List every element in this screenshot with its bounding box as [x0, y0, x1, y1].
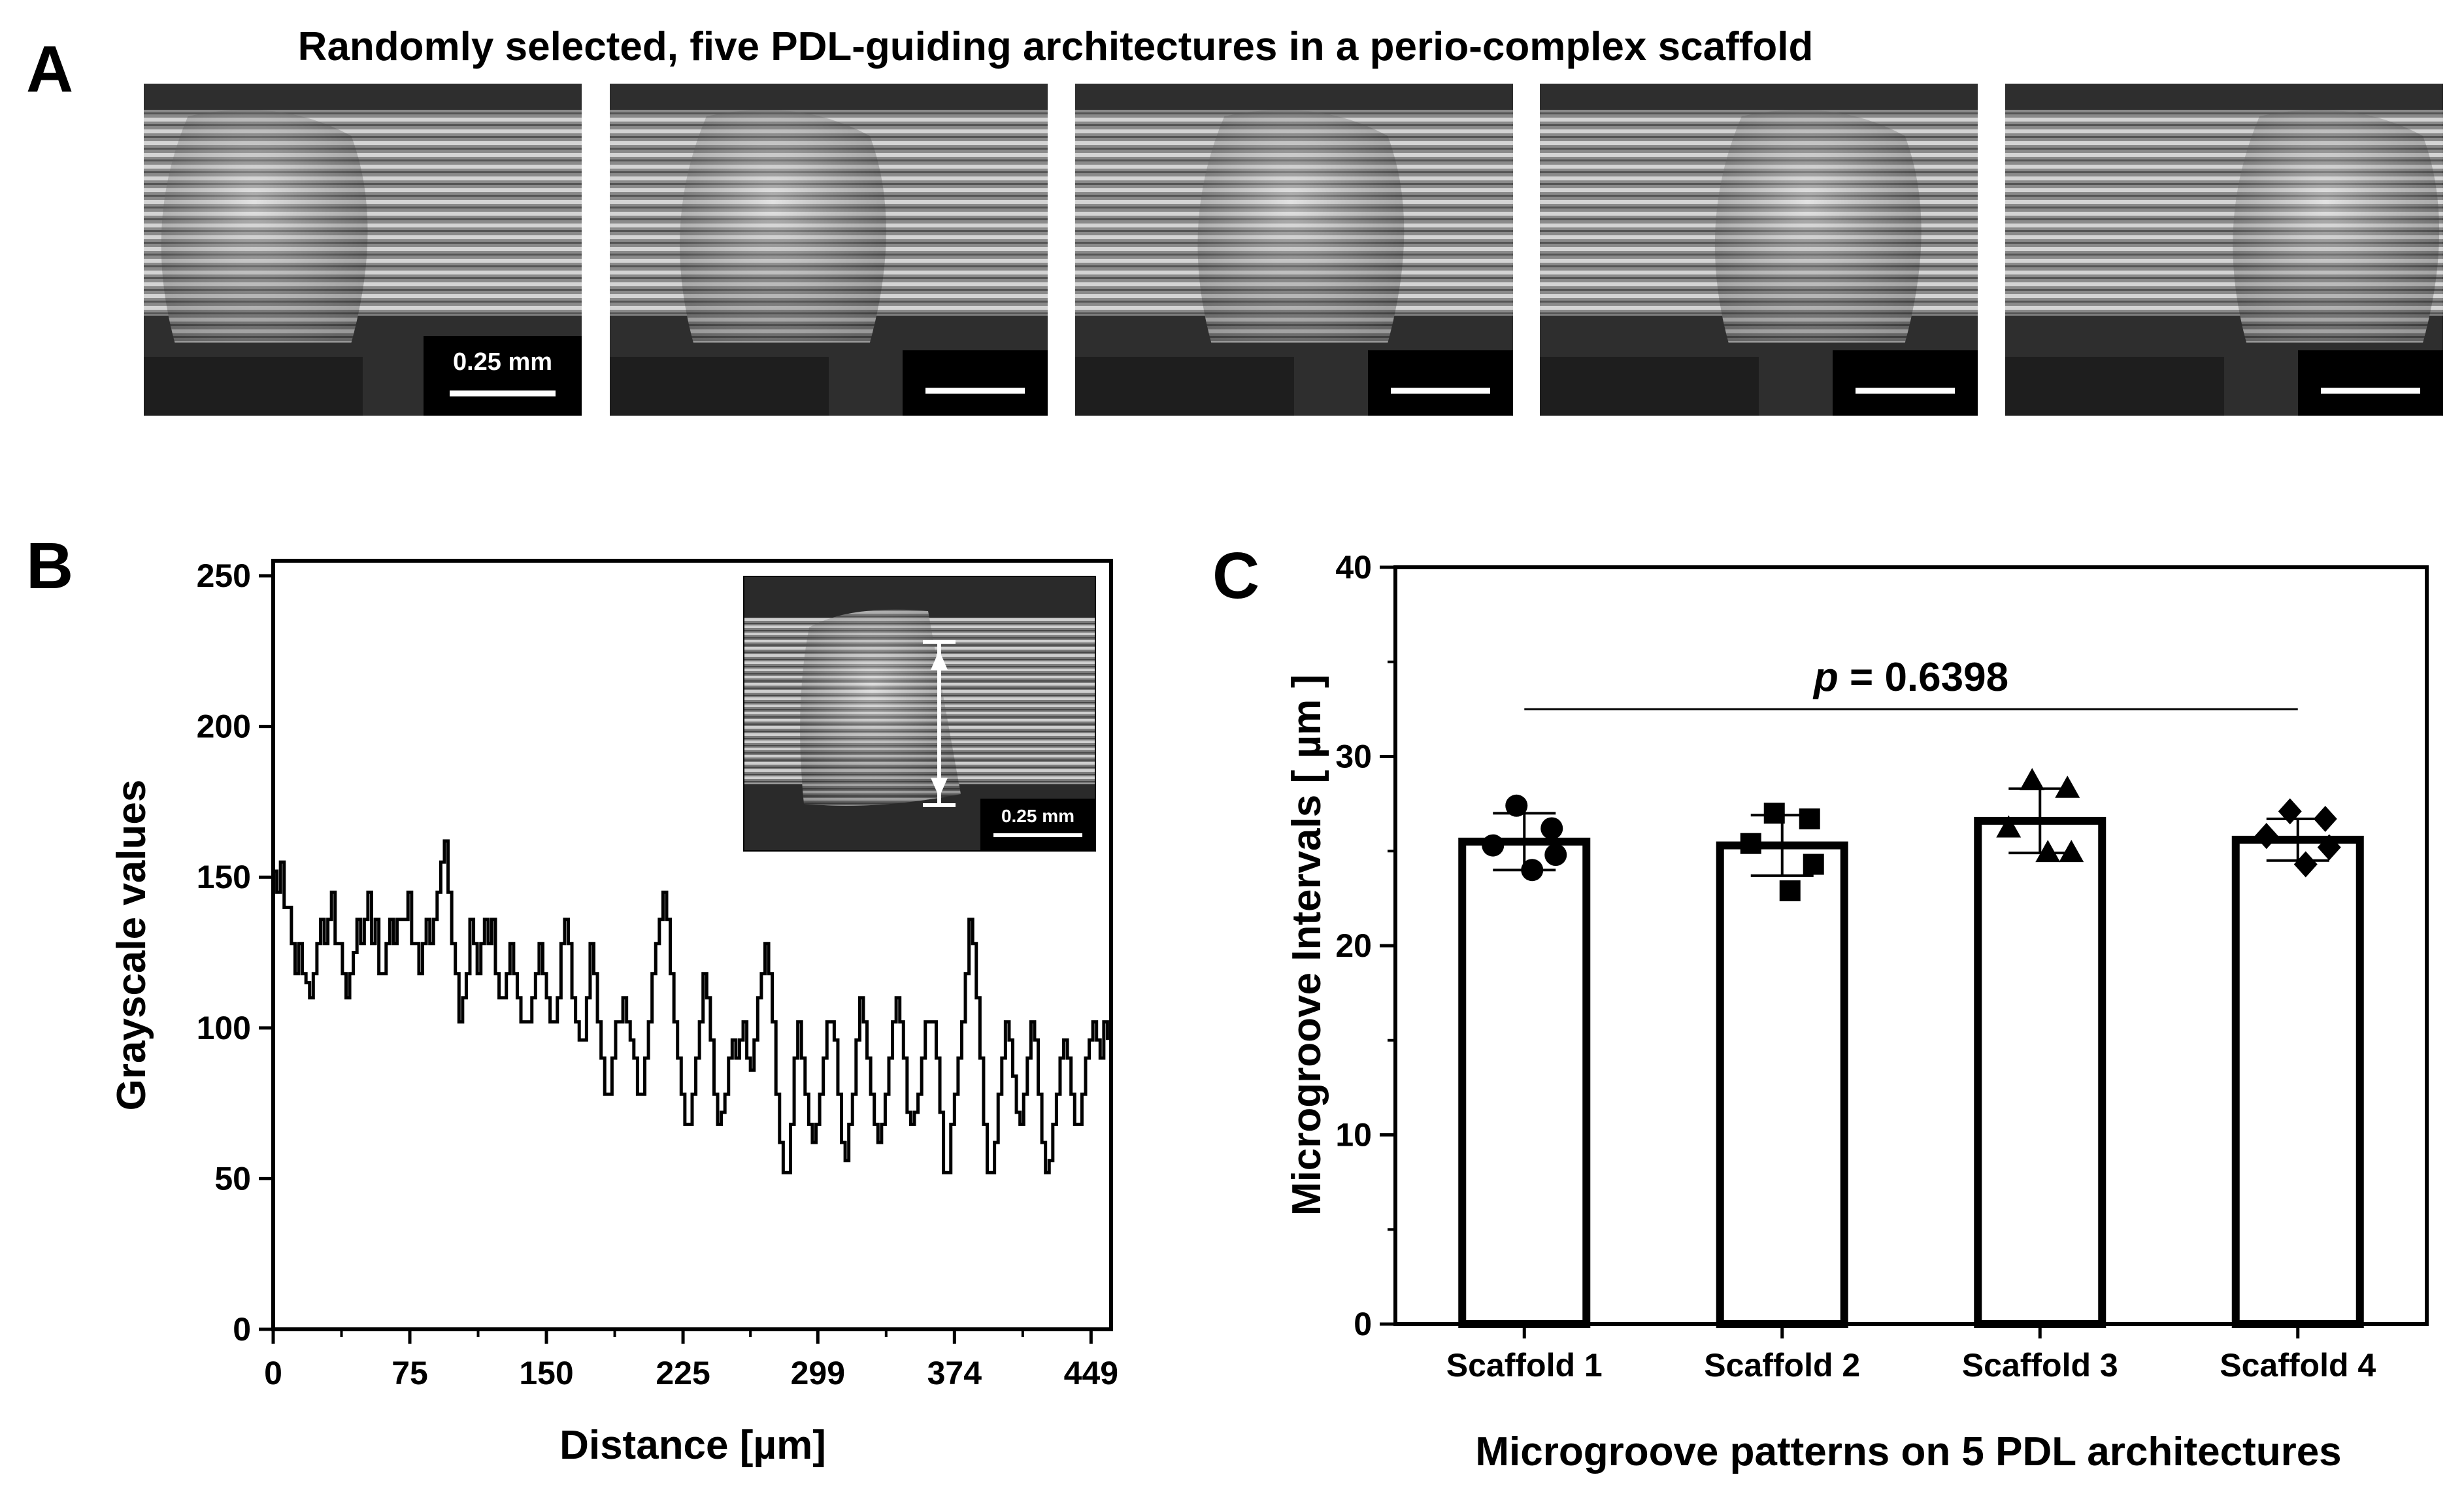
chart-c-p-value: p = 0.6398 [1812, 655, 2008, 700]
x-tick-label: 449 [1064, 1355, 1118, 1391]
inset-scale-label: 0.25 mm [1001, 806, 1074, 826]
y-tick-label: 40 [1335, 549, 1372, 586]
data-point [2035, 840, 2061, 863]
data-point [2059, 840, 2084, 863]
data-point [2317, 834, 2341, 861]
data-point [1996, 815, 2022, 838]
y-tick-label: 0 [233, 1311, 251, 1348]
data-point [1521, 859, 1544, 882]
data-point [2293, 851, 2318, 878]
data-point [2313, 806, 2337, 833]
x-tick-label: 374 [927, 1355, 982, 1391]
panel-label-a: A [26, 33, 73, 106]
y-tick-label: 30 [1335, 739, 1372, 775]
scale-bar-box [424, 336, 582, 416]
chart-b-y-label: Grayscale values [109, 780, 154, 1111]
chart-c-bars [1458, 787, 2364, 1329]
chart-b-inset-image: 0.25 mm [743, 576, 1096, 852]
p-symbol: p [1812, 655, 1839, 700]
data-point [1779, 880, 1801, 902]
data-point [1803, 854, 1824, 875]
y-tick-label: 50 [214, 1160, 251, 1197]
chart-b-x-axis: 0 75 150 225 299 374 449 [264, 1329, 1118, 1391]
data-point [2055, 775, 2080, 798]
panel-b-line-chart: 0 50 100 150 200 250 0 75 150 225 299 374 449 Grays… [109, 557, 1118, 1468]
panel-label-c: C [1212, 539, 1259, 612]
chart-c-points [1482, 768, 2341, 902]
data-point [1799, 808, 1820, 830]
data-point [1505, 794, 1528, 817]
panel-c-bar-chart: 0 10 20 30 40 Scaffold 1 Scaffold 2 Scaffold 3… [1284, 549, 2429, 1474]
data-point [1540, 817, 1563, 840]
bar-2 [1716, 841, 1848, 1328]
x-tick-label: Scaffold 1 [1446, 1347, 1603, 1384]
y-tick-label: 10 [1335, 1117, 1372, 1154]
y-tick-label: 20 [1335, 927, 1372, 964]
chart-c-x-axis: Scaffold 1 Scaffold 2 Scaffold 3 Scaffold 4 [1446, 1324, 2376, 1384]
scale-bar-box [1833, 350, 1978, 416]
chart-c-y-axis: 0 10 20 30 40 [1335, 549, 1395, 1342]
data-point [1482, 834, 1505, 857]
data-point [2278, 798, 2302, 825]
sem-image-1: 0.25 mm [144, 84, 582, 416]
data-point [1763, 803, 1785, 824]
scale-bar-box [903, 350, 1048, 416]
x-tick-label: 150 [519, 1355, 573, 1391]
x-tick-label: 299 [791, 1355, 845, 1391]
y-tick-label: 100 [197, 1010, 251, 1046]
data-point [2254, 823, 2278, 850]
sem-image-5 [2005, 84, 2443, 416]
x-tick-label: 0 [264, 1355, 282, 1391]
x-tick-label: Scaffold 4 [2220, 1347, 2376, 1384]
y-tick-label: 150 [197, 859, 251, 895]
inset-measure-arrow [923, 640, 956, 807]
data-point [1740, 833, 1761, 854]
x-tick-label: Scaffold 2 [1704, 1347, 1860, 1384]
bar-3 [1974, 816, 2106, 1329]
chart-b-y-axis: 0 50 100 150 200 250 [197, 557, 273, 1348]
sem-image-4 [1540, 84, 1978, 416]
data-point [2020, 768, 2045, 791]
panel-label-b: B [26, 529, 73, 603]
chart-b-x-label: Distance [µm] [559, 1423, 826, 1468]
x-tick-label: 75 [391, 1355, 428, 1391]
chart-b-frame [271, 559, 1113, 1331]
scale-bar-box [2298, 350, 2443, 416]
y-tick-label: 200 [197, 708, 251, 745]
panel-a-images: 0.25 mm [144, 84, 2443, 416]
figure-title: Randomly selected, five PDL-guiding arch… [298, 24, 1814, 69]
bar-1 [1458, 837, 1591, 1328]
bar-4 [2231, 835, 2364, 1328]
y-tick-label: 0 [1354, 1306, 1372, 1342]
chart-b-series-line [273, 839, 1109, 1174]
x-tick-label: Scaffold 3 [1962, 1347, 2118, 1384]
scale-bar-box [1368, 350, 1513, 416]
x-tick-label: 225 [656, 1355, 710, 1391]
y-tick-label: 250 [197, 557, 251, 594]
inset-scale-box [980, 799, 1095, 851]
p-value: = 0.6398 [1839, 655, 2008, 700]
data-point [1544, 844, 1567, 867]
sem-image-3 [1075, 84, 1513, 416]
chart-c-y-label: Microgroove Intervals [ µm ] [1284, 674, 1329, 1216]
chart-c-x-label: Microgroove patterns on 5 PDL architectu… [1475, 1429, 2341, 1474]
sem-image-2 [610, 84, 1048, 416]
scale-bar-label: 0.25 mm [453, 348, 552, 376]
